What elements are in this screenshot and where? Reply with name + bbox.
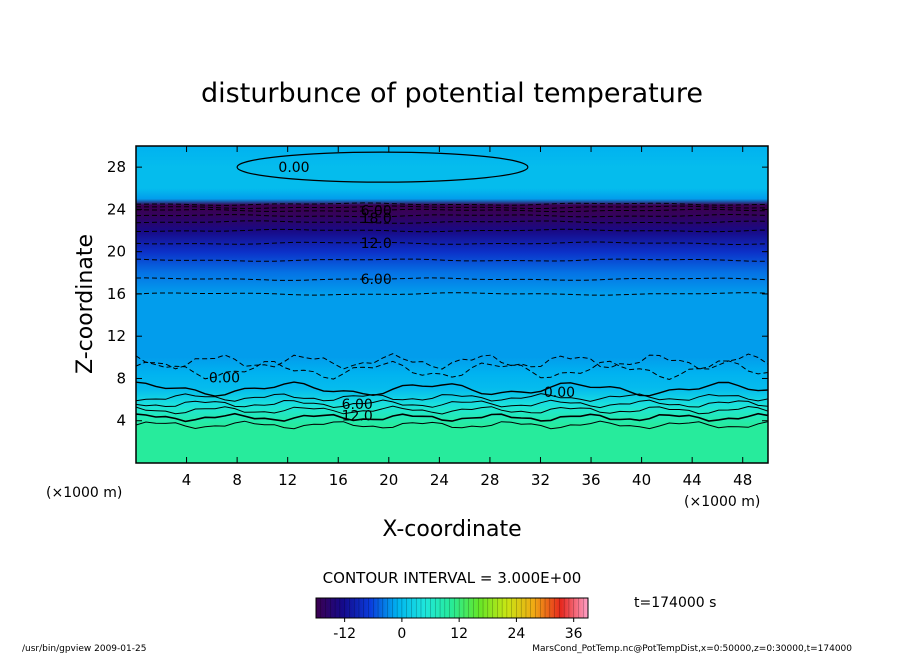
contour-line: [136, 208, 768, 213]
contour-line: [136, 399, 768, 409]
colorbar-ticks: -12 0 12 24 36: [333, 618, 583, 642]
y-tick-label: 16: [107, 285, 126, 303]
contour-line: [136, 405, 768, 415]
contour-line: [136, 292, 768, 296]
colorbar: -12 0 12 24 36: [315, 597, 589, 642]
contour-label: 6.00: [361, 272, 392, 288]
y-tick-label: 28: [107, 158, 126, 176]
x-tick-label: 48: [733, 471, 752, 489]
y-axis-label: Z-coordinate: [73, 234, 98, 374]
colorbar-tick-label: -12: [333, 626, 356, 642]
contour-interval-label: CONTOUR INTERVAL = 3.000E+00: [323, 569, 582, 587]
y-tick-label: 24: [107, 200, 126, 218]
contour-line: [136, 213, 768, 218]
field-shading: [136, 146, 768, 463]
time-label: t=174000 s: [634, 595, 716, 611]
contour-line: [136, 228, 768, 233]
contour-line: [136, 258, 768, 262]
contour-line: [136, 381, 768, 397]
colorbar-tick-label: 24: [508, 626, 526, 642]
x-tick-label: 44: [683, 471, 702, 489]
x-tick-label: 24: [430, 471, 449, 489]
chart-title: disturbunce of potential temperature: [201, 78, 703, 109]
contour-line: [136, 360, 768, 381]
contour-label: 6.00: [361, 203, 392, 219]
footer-right: MarsCond_PotTemp.nc@PotTempDist,x=0:5000…: [532, 644, 852, 654]
contour-label: 0.00: [209, 370, 240, 386]
colorbar-frame: [315, 597, 589, 619]
x-unit-right: (×1000 m): [684, 494, 760, 510]
contour-line: [136, 202, 768, 206]
x-tick-label: 4: [182, 471, 192, 489]
contour-line: [136, 241, 768, 246]
x-tick-label: 20: [379, 471, 398, 489]
x-tick-label: 16: [329, 471, 348, 489]
y-tick-label: 8: [116, 369, 126, 387]
plot-frame: [135, 145, 769, 464]
x-tick-label: 8: [232, 471, 242, 489]
contour-line: [136, 353, 768, 370]
colorbar-stripes: [315, 598, 589, 618]
y-tick-label: 12: [107, 327, 126, 345]
contour-label: 0.00: [278, 160, 309, 176]
contour-line: [136, 420, 768, 430]
contour-label: 12.0: [361, 236, 392, 252]
x-tick-label: 32: [531, 471, 550, 489]
contour-label: 6.00: [342, 397, 373, 413]
y-tick-label: 4: [116, 412, 126, 430]
plot-area: [136, 146, 768, 463]
x-axis: 4 8 12 16 20 24 28 32 36 40 44 48: [182, 146, 752, 489]
x-axis-label: X-coordinate: [382, 517, 521, 542]
x-tick-label: 12: [278, 471, 297, 489]
footer-left: /usr/bin/gpview 2009-01-25: [22, 644, 146, 654]
colorbar-fill: [316, 598, 588, 618]
colorbar-tick-label: 12: [450, 626, 468, 642]
x-tick-label: 40: [632, 471, 651, 489]
contour-line: [136, 205, 768, 210]
x-tick-label: 28: [480, 471, 499, 489]
x-unit-left: (×1000 m): [46, 485, 122, 501]
colorbar-tick-label: 36: [565, 626, 583, 642]
contour-line: [236, 151, 529, 183]
contour-line: [136, 220, 768, 224]
colorbar-tick-label: 0: [397, 626, 406, 642]
x-tick-label: 36: [581, 471, 600, 489]
contour-lines: [136, 151, 768, 430]
y-tick-label: 20: [107, 243, 126, 261]
contour-line: [136, 412, 768, 423]
contour-line: [136, 277, 768, 281]
contour-line: [136, 393, 768, 402]
contour-label: 0.00: [544, 385, 575, 401]
contour-label: 12.0: [342, 408, 373, 424]
y-axis: 4 8 12 16 20 24 28: [107, 158, 768, 430]
contour-label: 18.0: [361, 211, 392, 227]
